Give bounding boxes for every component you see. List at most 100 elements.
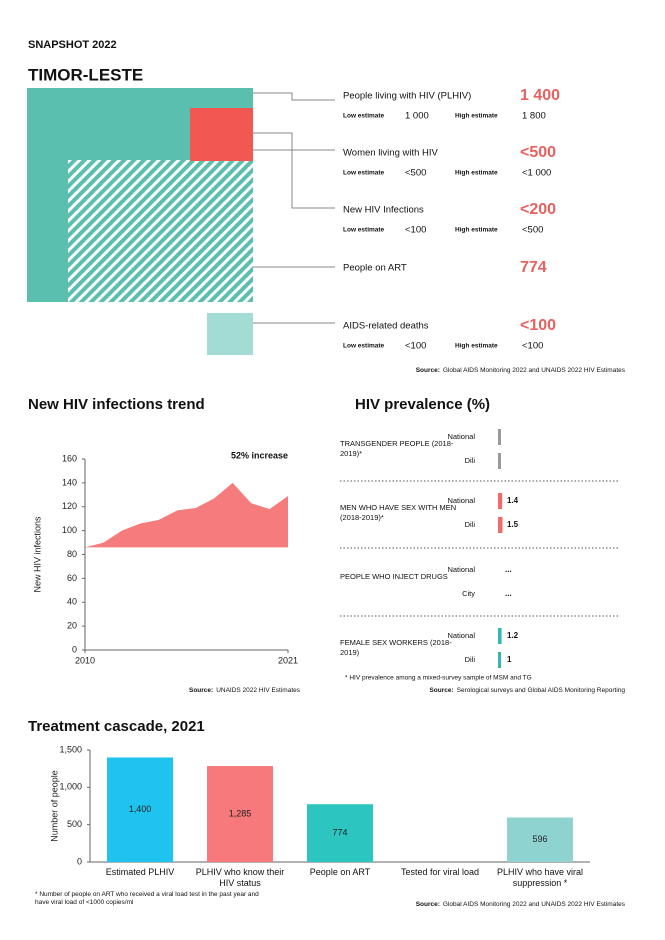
x-tick-label: PLHIV who have viral suppression * <box>496 867 584 888</box>
bar <box>207 766 273 862</box>
x-tick-label: People on ART <box>309 867 371 877</box>
source-label: Source: <box>416 901 440 908</box>
section-title: New HIV infections trend <box>28 396 205 413</box>
bar <box>507 817 573 862</box>
bar <box>107 757 173 862</box>
indicator-value: <500 <box>520 144 556 161</box>
value-label: 1.5 <box>507 520 519 529</box>
source-label: Source: <box>189 687 213 694</box>
indicator-value: <200 <box>520 201 556 218</box>
prevalence-bar <box>498 517 503 533</box>
y-tick-label: 0 <box>72 644 77 654</box>
high-label: High estimate <box>455 170 498 177</box>
connector <box>253 92 335 101</box>
y-tick-label: 80 <box>67 549 77 559</box>
indicator-label: AIDS-related deaths <box>343 321 429 332</box>
x-tick-label: 2021 <box>278 655 298 665</box>
group-label: FEMALE SEX WORKERS (2018-2019) <box>340 638 452 657</box>
value-label: 1.2 <box>507 631 519 640</box>
source-label: Source: <box>416 367 440 374</box>
value-label: 1 <box>507 655 512 664</box>
y-tick-label: 1,500 <box>59 744 82 754</box>
low-value: <100 <box>405 341 426 352</box>
value-label: 596 <box>532 834 547 844</box>
low-label: Low estimate <box>343 113 385 120</box>
no-data-mark <box>498 453 501 469</box>
connector <box>253 132 335 209</box>
site-label: Dili <box>465 520 476 529</box>
indicator-value: <100 <box>520 317 556 334</box>
x-tick-label: PLHIV who know their HIV status <box>195 867 285 888</box>
source: Source: Global AIDS Monitoring 2022 and U… <box>416 901 626 908</box>
indicator-label: New HIV Infections <box>343 205 424 216</box>
low-label: Low estimate <box>343 170 385 177</box>
infections-square <box>190 108 253 161</box>
prevalence-bar <box>498 652 501 668</box>
y-tick-label: 140 <box>62 477 77 487</box>
source: Source: Global AIDS Monitoring 2022 and U… <box>416 367 626 374</box>
high-label: High estimate <box>455 113 498 120</box>
site-label: City <box>462 589 475 598</box>
group-label: PEOPLE WHO INJECT DRUGS <box>340 572 448 581</box>
value-label: 1,400 <box>129 804 152 814</box>
value-label: ... <box>505 565 512 574</box>
bar <box>307 804 373 862</box>
high-value: 1 800 <box>522 111 546 122</box>
footnote: * HIV prevalence among a mixed-survey sa… <box>345 675 532 682</box>
source: Source: Serological surveys and Global AI… <box>429 687 625 694</box>
section-title: Treatment cascade, 2021 <box>28 718 205 735</box>
site-label: National <box>447 496 475 505</box>
low-label: Low estimate <box>343 343 385 350</box>
high-value: <1 000 <box>522 168 551 179</box>
y-tick-label: 40 <box>67 597 77 607</box>
source: Source: UNAIDS 2022 HIV Estimates <box>189 687 301 694</box>
y-tick-label: 160 <box>62 453 77 463</box>
site-label: Dili <box>465 456 476 465</box>
source-label: Source: <box>429 687 453 694</box>
value-label: ... <box>505 589 512 598</box>
prevalence-bar <box>498 628 502 644</box>
area <box>85 482 288 548</box>
connectors <box>253 92 335 324</box>
low-value: <500 <box>405 168 426 179</box>
group-label: MEN WHO HAVE SEX WITH MEN (2018-2019)* <box>340 503 457 522</box>
indicator-label: People on ART <box>343 263 407 274</box>
site-label: National <box>447 432 475 441</box>
x-tick-label: Tested for viral load <box>400 867 480 877</box>
x-tick-label: 2010 <box>75 655 95 665</box>
group-label: TRANSGENDER PEOPLE (2018-2019)* <box>340 439 454 458</box>
country: TIMOR-LESTE <box>28 65 143 84</box>
prevalence-bar <box>498 493 503 509</box>
no-data-mark <box>498 429 501 445</box>
x-tick-label: Estimated PLHIV <box>105 867 175 877</box>
section-title: HIV prevalence (%) <box>355 396 490 413</box>
low-label: Low estimate <box>343 227 385 234</box>
art-square <box>68 160 253 302</box>
annotation: 52% increase <box>231 450 288 460</box>
indicator-label: Women living with HIV <box>343 148 439 159</box>
value-label: 774 <box>332 827 347 837</box>
y-tick-label: 100 <box>62 525 77 535</box>
high-label: High estimate <box>455 343 498 350</box>
source-text: Serological surveys and Global AIDS Moni… <box>457 687 626 694</box>
indicator-value: 774 <box>520 259 547 276</box>
y-tick-label: 120 <box>62 501 77 511</box>
value-label: 1.4 <box>507 496 519 505</box>
high-label: High estimate <box>455 227 498 234</box>
low-value: <100 <box>405 225 426 236</box>
indicator-label: People living with HIV (PLHIV) <box>343 91 471 102</box>
site-label: National <box>447 565 475 574</box>
indicator-value: 1 400 <box>520 87 560 104</box>
high-value: <500 <box>522 225 543 236</box>
source-text: Global AIDS Monitoring 2022 and UNAIDS 2… <box>443 367 626 374</box>
footnote: * Number of people on ART who received a… <box>35 891 259 906</box>
site-label: National <box>447 631 475 640</box>
value-label: 1,285 <box>229 808 252 818</box>
site-label: Dili <box>465 655 476 664</box>
y-axis-label: Number of people <box>49 770 59 842</box>
source-text: Global AIDS Monitoring 2022 and UNAIDS 2… <box>443 901 626 908</box>
low-value: 1 000 <box>405 111 429 122</box>
y-axis-label: New HIV infections <box>32 516 42 593</box>
